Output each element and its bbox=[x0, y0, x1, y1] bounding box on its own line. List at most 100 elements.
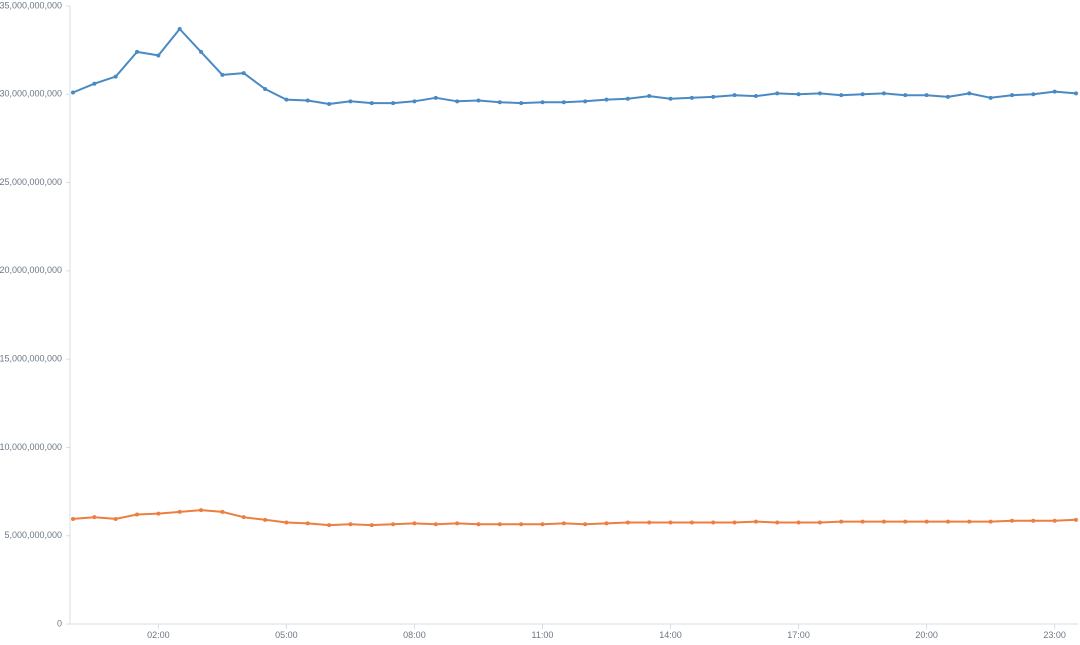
series-2-point[interactable] bbox=[967, 519, 972, 524]
series-2-point[interactable] bbox=[433, 522, 438, 527]
series-2-point[interactable] bbox=[369, 523, 374, 528]
series-1-point[interactable] bbox=[647, 94, 652, 99]
series-2-point[interactable] bbox=[817, 520, 822, 525]
series-1-point[interactable] bbox=[113, 74, 118, 79]
series-1-point[interactable] bbox=[391, 101, 396, 106]
series-1-point[interactable] bbox=[156, 53, 161, 58]
series-1-point[interactable] bbox=[348, 99, 353, 104]
series-1-point[interactable] bbox=[497, 100, 502, 105]
series-1-point[interactable] bbox=[775, 91, 780, 96]
series-1-point[interactable] bbox=[220, 72, 225, 77]
series-1-point[interactable] bbox=[327, 101, 332, 106]
series-2-point[interactable] bbox=[412, 521, 417, 526]
series-2-point[interactable] bbox=[455, 521, 460, 526]
x-axis-ticks: 02:00 05:00 08:00 11:00 14:00 17:00 20:00 23:00 bbox=[147, 624, 1066, 640]
series-2-point[interactable] bbox=[924, 519, 929, 524]
series-1-point[interactable] bbox=[263, 86, 268, 91]
series-2-point[interactable] bbox=[668, 520, 673, 525]
series-2-point[interactable] bbox=[263, 517, 268, 522]
series-2-point[interactable] bbox=[753, 519, 758, 524]
series-2-point[interactable] bbox=[689, 520, 694, 525]
series-1-point[interactable] bbox=[753, 94, 758, 99]
series-1-point[interactable] bbox=[668, 96, 673, 101]
series-1-point[interactable] bbox=[839, 93, 844, 98]
series-1-point[interactable] bbox=[305, 98, 310, 103]
series-2-point[interactable] bbox=[199, 508, 204, 513]
series-1-point[interactable] bbox=[988, 95, 993, 100]
series-1-point[interactable] bbox=[92, 81, 97, 86]
series-2-point[interactable] bbox=[796, 520, 801, 525]
series-1-point[interactable] bbox=[967, 91, 972, 96]
series-1-point[interactable] bbox=[924, 93, 929, 98]
series-2-point[interactable] bbox=[135, 512, 140, 517]
series-2-point[interactable] bbox=[711, 520, 716, 525]
series-2-point[interactable] bbox=[497, 522, 502, 527]
series-1-point[interactable] bbox=[476, 98, 481, 103]
series-1-point[interactable] bbox=[796, 92, 801, 97]
series-2-point[interactable] bbox=[476, 522, 481, 527]
series-2-point[interactable] bbox=[1052, 518, 1057, 523]
series-1-point[interactable] bbox=[519, 101, 524, 106]
y-tick-label: 10,000,000,000 bbox=[0, 442, 62, 452]
series-2-point[interactable] bbox=[732, 520, 737, 525]
series-1-point[interactable] bbox=[1074, 91, 1078, 96]
series-2-point[interactable] bbox=[92, 515, 97, 520]
series-1-point[interactable] bbox=[1031, 92, 1036, 97]
series-2-point[interactable] bbox=[71, 516, 75, 521]
series-1-point[interactable] bbox=[1009, 93, 1014, 98]
series-1-point[interactable] bbox=[817, 91, 822, 96]
series-2-point[interactable] bbox=[1009, 518, 1014, 523]
series-2-point[interactable] bbox=[540, 522, 545, 527]
series-2-point[interactable] bbox=[284, 520, 289, 525]
series-2-point[interactable] bbox=[839, 519, 844, 524]
series-2-point[interactable] bbox=[113, 516, 118, 521]
series-1-point[interactable] bbox=[604, 97, 609, 102]
series-2-point[interactable] bbox=[156, 511, 161, 516]
series-1-point[interactable] bbox=[903, 93, 908, 98]
series-2-point[interactable] bbox=[220, 509, 225, 514]
series-2-point[interactable] bbox=[519, 522, 524, 527]
series-2-point[interactable] bbox=[327, 523, 332, 528]
series-1-point[interactable] bbox=[561, 100, 566, 105]
series-2-point[interactable] bbox=[391, 522, 396, 527]
series-2-point[interactable] bbox=[860, 519, 865, 524]
series-2 bbox=[71, 508, 1078, 528]
series-2-point[interactable] bbox=[1074, 517, 1078, 522]
series-1-point[interactable] bbox=[241, 71, 246, 76]
series-1-point[interactable] bbox=[540, 100, 545, 105]
series-2-point[interactable] bbox=[945, 519, 950, 524]
series-2-point[interactable] bbox=[348, 522, 353, 527]
series-1-point[interactable] bbox=[135, 49, 140, 54]
series-1-point[interactable] bbox=[199, 49, 204, 54]
series-1-point[interactable] bbox=[1052, 89, 1057, 94]
x-tick-label: 23:00 bbox=[1043, 630, 1066, 640]
series-2-point[interactable] bbox=[625, 520, 630, 525]
series-2-point[interactable] bbox=[903, 519, 908, 524]
series-2-point[interactable] bbox=[881, 519, 886, 524]
series-1-point[interactable] bbox=[177, 26, 182, 31]
series-1-point[interactable] bbox=[412, 99, 417, 104]
series-2-point[interactable] bbox=[647, 520, 652, 525]
series-2-point[interactable] bbox=[583, 522, 588, 527]
series-2-point[interactable] bbox=[241, 515, 246, 520]
series-2-point[interactable] bbox=[305, 521, 310, 526]
series-2-point[interactable] bbox=[1031, 518, 1036, 523]
series-1-point[interactable] bbox=[71, 90, 75, 95]
series-1-point[interactable] bbox=[284, 97, 289, 102]
series-1-point[interactable] bbox=[732, 93, 737, 98]
series-1-point[interactable] bbox=[881, 91, 886, 96]
series-1-point[interactable] bbox=[689, 95, 694, 100]
series-1-point[interactable] bbox=[369, 101, 374, 106]
series-1-point[interactable] bbox=[433, 95, 438, 100]
series-2-point[interactable] bbox=[988, 519, 993, 524]
series-2-point[interactable] bbox=[604, 521, 609, 526]
series-1-point[interactable] bbox=[625, 96, 630, 101]
series-2-point[interactable] bbox=[775, 520, 780, 525]
series-2-point[interactable] bbox=[177, 509, 182, 514]
series-1-point[interactable] bbox=[945, 94, 950, 99]
series-1-point[interactable] bbox=[455, 99, 460, 104]
series-1-point[interactable] bbox=[860, 92, 865, 97]
series-1-point[interactable] bbox=[583, 99, 588, 104]
series-2-point[interactable] bbox=[561, 521, 566, 526]
series-1-point[interactable] bbox=[711, 94, 716, 99]
